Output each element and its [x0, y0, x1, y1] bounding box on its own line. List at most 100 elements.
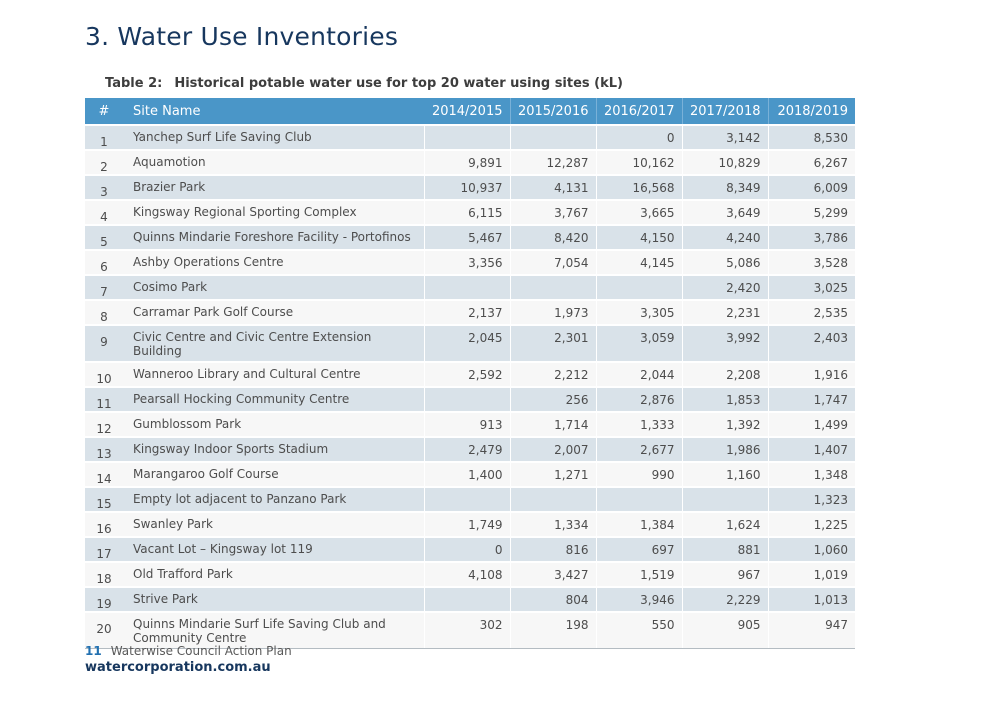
row-value-2018-2019: 2,403: [767, 325, 855, 363]
row-value-2018-2019: 1,323: [767, 487, 855, 513]
page-title: 3. Water Use Inventories: [85, 22, 399, 51]
table-row: 17 Vacant Lot – Kingsway lot 119 0 816 697 88…: [85, 537, 855, 563]
row-value-2016-2017: [595, 275, 682, 301]
row-rank: 17: [85, 537, 123, 563]
table-row: 10 Wanneroo Library and Cultural Centre 2,…: [85, 362, 855, 388]
table-row: 18 Old Trafford Park 4,108 3,427 1,519 967 1,0…: [85, 562, 855, 588]
row-value-2018-2019: 947: [767, 612, 855, 649]
row-value-2014-2015: 3,356: [423, 250, 510, 276]
row-value-2018-2019: 1,013: [767, 587, 855, 613]
table-row: 3 Brazier Park 10,937 4,131 16,568 8,349 6,009: [85, 175, 855, 201]
row-site-name: Brazier Park: [123, 175, 424, 201]
row-value-2017-2018: 5,086: [681, 250, 768, 276]
row-value-2018-2019: 6,009: [767, 175, 855, 201]
row-rank: 4: [85, 200, 123, 226]
row-value-2014-2015: 9,891: [423, 150, 510, 176]
row-value-2018-2019: 3,786: [767, 225, 855, 251]
row-value-2018-2019: 1,060: [767, 537, 855, 563]
row-rank: 13: [85, 437, 123, 463]
row-value-2017-2018: 8,349: [681, 175, 768, 201]
row-value-2016-2017: 3,305: [595, 300, 682, 326]
row-value-2016-2017: 3,665: [595, 200, 682, 226]
row-value-2018-2019: 1,225: [767, 512, 855, 538]
row-value-2017-2018: 1,624: [681, 512, 768, 538]
row-value-2017-2018: 2,231: [681, 300, 768, 326]
row-value-2018-2019: 1,499: [767, 412, 855, 438]
row-value-2014-2015: 2,137: [423, 300, 510, 326]
row-value-2017-2018: 3,142: [681, 125, 768, 151]
row-rank: 16: [85, 512, 123, 538]
row-value-2017-2018: 881: [681, 537, 768, 563]
row-value-2016-2017: 2,044: [595, 362, 682, 388]
row-value-2014-2015: 6,115: [423, 200, 510, 226]
row-value-2014-2015: 2,592: [423, 362, 510, 388]
row-value-2015-2016: 8,420: [509, 225, 596, 251]
row-value-2015-2016: 1,973: [509, 300, 596, 326]
row-rank: 20: [85, 612, 123, 649]
row-value-2016-2017: 1,333: [595, 412, 682, 438]
table-row: 6 Ashby Operations Centre 3,356 7,054 4,145 5…: [85, 250, 855, 276]
row-rank: 11: [85, 387, 123, 413]
row-value-2018-2019: 3,025: [767, 275, 855, 301]
table-caption: Table 2: Historical potable water use for…: [105, 76, 623, 91]
row-value-2015-2016: 1,714: [509, 412, 596, 438]
row-value-2014-2015: [423, 487, 510, 513]
row-site-name: Carramar Park Golf Course: [123, 300, 424, 326]
row-site-name: Kingsway Indoor Sports Stadium: [123, 437, 424, 463]
row-site-name: Vacant Lot – Kingsway lot 119: [123, 537, 424, 563]
table-row: 5 Quinns Mindarie Foreshore Facility - Po…: [85, 225, 855, 251]
table-row: 7 Cosimo Park 2,420 3,025: [85, 275, 855, 301]
row-value-2017-2018: 967: [681, 562, 768, 588]
row-value-2018-2019: 6,267: [767, 150, 855, 176]
row-value-2016-2017: 1,519: [595, 562, 682, 588]
row-value-2016-2017: 1,384: [595, 512, 682, 538]
column-header-2014-2015: 2014/2015: [424, 98, 510, 126]
row-value-2018-2019: 8,530: [767, 125, 855, 151]
row-rank: 3: [85, 175, 123, 201]
table-row: 8 Carramar Park Golf Course 2,137 1,973 3,30…: [85, 300, 855, 326]
row-value-2017-2018: [681, 487, 768, 513]
row-site-name: Cosimo Park: [123, 275, 424, 301]
row-value-2016-2017: 697: [595, 537, 682, 563]
row-value-2016-2017: 2,876: [595, 387, 682, 413]
row-value-2017-2018: 2,208: [681, 362, 768, 388]
row-value-2015-2016: 3,427: [509, 562, 596, 588]
row-rank: 1: [85, 125, 123, 151]
row-value-2018-2019: 1,747: [767, 387, 855, 413]
row-value-2014-2015: 2,479: [423, 437, 510, 463]
table-header-row: # Site Name 2014/2015 2015/2016 2016/201…: [85, 98, 855, 126]
row-rank: 6: [85, 250, 123, 276]
row-value-2016-2017: [595, 487, 682, 513]
footer-line: 11 Waterwise Council Action Plan: [85, 644, 292, 659]
column-header-2018-2019: 2018/2019: [767, 98, 855, 126]
table-row: 20 Quinns Mindarie Surf Life Saving Club …: [85, 612, 855, 649]
row-value-2016-2017: 10,162: [595, 150, 682, 176]
column-header-2017-2018: 2017/2018: [681, 98, 768, 126]
row-value-2017-2018: 1,392: [681, 412, 768, 438]
row-value-2015-2016: 2,212: [509, 362, 596, 388]
row-rank: 8: [85, 300, 123, 326]
row-value-2017-2018: 10,829: [681, 150, 768, 176]
table-row: 4 Kingsway Regional Sporting Complex 6,115…: [85, 200, 855, 226]
footer-website-link[interactable]: watercorporation.com.au: [85, 660, 271, 675]
row-value-2018-2019: 3,528: [767, 250, 855, 276]
row-rank: 2: [85, 150, 123, 176]
row-value-2016-2017: 3,059: [595, 325, 682, 363]
column-header-2015-2016: 2015/2016: [509, 98, 596, 126]
row-value-2014-2015: [423, 125, 510, 151]
row-value-2014-2015: 2,045: [423, 325, 510, 363]
row-value-2016-2017: 3,946: [595, 587, 682, 613]
table-row: 11 Pearsall Hocking Community Centre 256 2,…: [85, 387, 855, 413]
row-rank: 15: [85, 487, 123, 513]
water-use-table: # Site Name 2014/2015 2015/2016 2016/201…: [85, 98, 855, 649]
row-site-name: Pearsall Hocking Community Centre: [123, 387, 424, 413]
row-value-2018-2019: 5,299: [767, 200, 855, 226]
row-value-2016-2017: 0: [595, 125, 682, 151]
row-value-2016-2017: 16,568: [595, 175, 682, 201]
row-value-2017-2018: 1,160: [681, 462, 768, 488]
row-value-2017-2018: 3,649: [681, 200, 768, 226]
table-row: 13 Kingsway Indoor Sports Stadium 2,479 2,0…: [85, 437, 855, 463]
table-row: 14 Marangaroo Golf Course 1,400 1,271 990 1,1…: [85, 462, 855, 488]
row-site-name: Swanley Park: [123, 512, 424, 538]
